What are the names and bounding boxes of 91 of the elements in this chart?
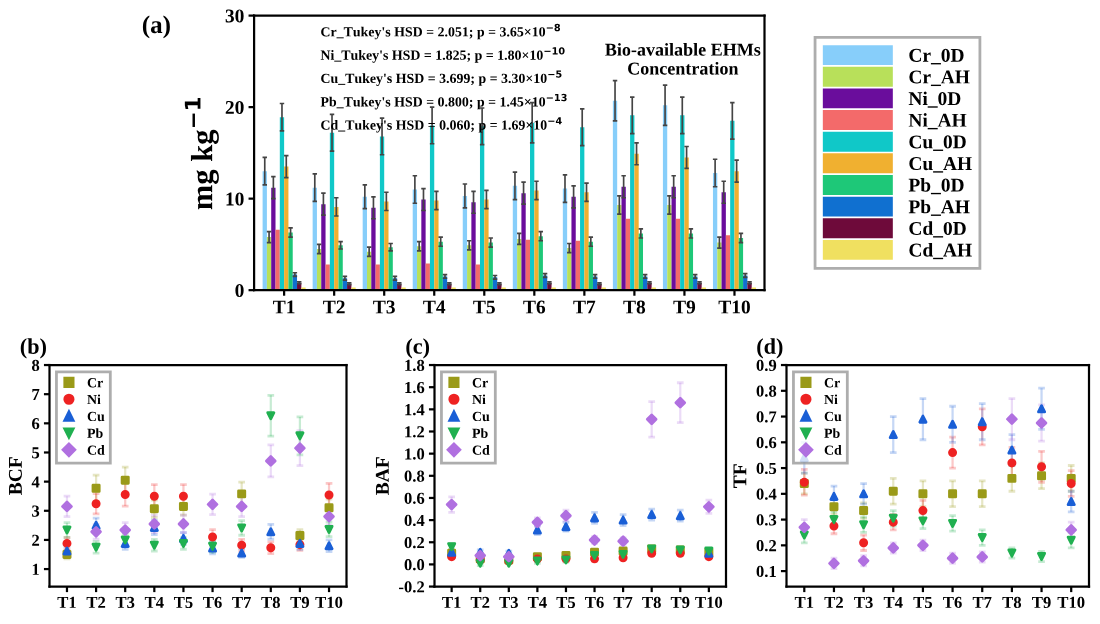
- x-tick-label: T6: [585, 596, 604, 609]
- x-tick-label: T1: [794, 596, 814, 608]
- x-tick-label: T9: [670, 596, 690, 609]
- legend-label: Cr_AH: [909, 70, 970, 87]
- y-tick-label: 0.4: [756, 488, 777, 500]
- y-tick-label: 20: [225, 100, 244, 115]
- chart-title: (c): [406, 338, 430, 359]
- x-tick-label: T3: [115, 596, 135, 609]
- x-tick-label: T9: [290, 596, 310, 609]
- x-tick-label: T8: [1002, 596, 1022, 609]
- x-tick-label: T6: [943, 596, 962, 609]
- y-tick-label: 10: [226, 192, 244, 206]
- x-tick-label: T3: [373, 300, 395, 314]
- x-tick-label: T4: [144, 596, 164, 608]
- y-tick-label: 0.4: [404, 514, 425, 527]
- x-tick-label: T2: [824, 596, 843, 608]
- x-tick-label: T8: [623, 300, 646, 314]
- legend-label: Cd_0D: [909, 221, 966, 238]
- x-tick-label: T1: [442, 596, 461, 608]
- x-tick-label: T5: [473, 300, 495, 314]
- chart-title: (d): [757, 338, 783, 359]
- y-tick-label: 7: [32, 389, 40, 400]
- y-axis-title: mg kg$^{−1}$: [184, 97, 219, 210]
- x-tick-label: T5: [913, 596, 933, 609]
- legend-label: Cu_0D: [909, 135, 966, 151]
- y-tick-label: 1.6: [405, 381, 425, 394]
- x-tick-label: T5: [556, 596, 576, 609]
- x-tick-label: T2: [86, 596, 106, 608]
- y-tick-label: 0.9: [756, 359, 777, 372]
- legend-label: Cd_AH: [909, 242, 972, 260]
- x-tick-label: T9: [673, 300, 696, 314]
- x-tick-label: T10: [695, 596, 723, 609]
- y-tick-label: 0.1: [756, 565, 776, 578]
- legend-label: Cr_0D: [909, 48, 964, 65]
- x-tick-label: T8: [261, 596, 280, 609]
- y-tick-label: 1: [32, 563, 39, 575]
- y-tick-label: -0.2: [399, 581, 425, 593]
- annotation: Bio-available EHMs Concentration: [605, 43, 761, 75]
- legend-label: Pb_0D: [908, 178, 964, 195]
- x-tick-label: T2: [323, 300, 345, 314]
- y-axis-title: TF: [733, 464, 747, 488]
- x-tick-label: T6: [523, 300, 546, 314]
- x-tick-label: T5: [173, 596, 193, 609]
- x-tick-label: T4: [883, 596, 903, 608]
- y-tick-label: 0.5: [756, 462, 777, 475]
- y-tick-label: 0: [235, 283, 244, 298]
- x-tick-label: T1: [273, 300, 295, 314]
- legend-label: Pb_AH: [908, 199, 970, 216]
- y-tick-label: 0.7: [756, 411, 777, 423]
- y-tick-label: 2: [32, 534, 40, 546]
- y-axis-title: BAF: [375, 457, 389, 495]
- y-tick-label: 3: [32, 505, 40, 517]
- y-tick-label: 0.6: [404, 492, 425, 504]
- y-tick-label: 0.8: [756, 385, 777, 397]
- y-tick-label: 0.2: [404, 536, 425, 549]
- y-axis-title: BCF: [8, 457, 22, 495]
- y-tick-label: 0.6: [756, 437, 777, 449]
- y-tick-label: 0.0: [404, 559, 425, 571]
- legend-label: Cu_AH: [909, 157, 972, 173]
- y-tick-label: 1.8: [405, 359, 425, 372]
- chart-title: (b): [20, 338, 46, 359]
- x-tick-label: T7: [573, 300, 596, 314]
- x-tick-label: T8: [642, 596, 661, 609]
- y-tick-label: 0.2: [756, 540, 777, 552]
- x-tick-label: T10: [315, 596, 343, 609]
- x-tick-label: T10: [1057, 596, 1085, 609]
- x-tick-label: T4: [527, 596, 547, 608]
- y-tick-label: 8: [32, 359, 40, 371]
- x-tick-label: T2: [470, 596, 490, 608]
- y-tick-label: 0.3: [756, 514, 777, 526]
- y-tick-label: 0.8: [404, 470, 425, 482]
- x-tick-label: T7: [232, 596, 251, 608]
- legend-label: Ni_AH: [908, 113, 967, 130]
- y-tick-label: 30: [225, 9, 244, 23]
- y-tick-label: 4: [31, 476, 40, 488]
- y-tick-label: 5: [32, 447, 40, 459]
- y-tick-label: 6: [32, 418, 40, 430]
- x-tick-label: T1: [57, 596, 76, 608]
- legend-label: Ni_0D: [908, 91, 961, 108]
- x-tick-label: T3: [854, 596, 873, 609]
- y-tick-label: 1.4: [405, 404, 425, 416]
- y-tick-label: 1.2: [405, 426, 425, 438]
- x-tick-label: T9: [1032, 596, 1051, 609]
- x-tick-label: T3: [499, 596, 518, 609]
- x-tick-label: T4: [423, 300, 446, 314]
- x-tick-label: T7: [972, 596, 992, 608]
- x-tick-label: T7: [613, 596, 633, 608]
- x-tick-label: T10: [718, 300, 750, 314]
- y-tick-label: 1.0: [405, 448, 425, 460]
- x-tick-label: T6: [203, 596, 222, 609]
- chart-title: (a): [142, 15, 170, 39]
